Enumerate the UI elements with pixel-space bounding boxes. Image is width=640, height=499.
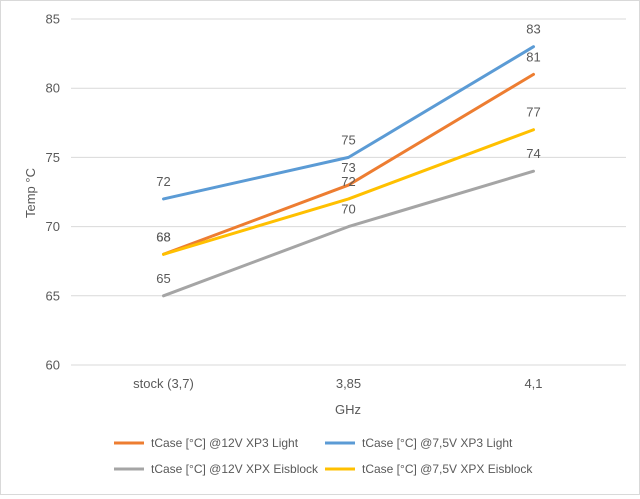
data-label: 83 xyxy=(526,22,540,37)
y-tick-label: 85 xyxy=(46,12,60,27)
y-tick-labels: 60 65 70 75 80 85 xyxy=(46,12,60,373)
legend-label: tCase [°C] @12V XP3 Light xyxy=(151,436,299,450)
x-tick-label: 3,85 xyxy=(336,376,361,391)
y-axis-label: Temp °C xyxy=(23,168,38,218)
data-label: 81 xyxy=(526,49,540,64)
series-line xyxy=(162,169,535,298)
y-tick-label: 65 xyxy=(46,288,60,303)
data-label: 77 xyxy=(526,105,540,120)
x-tick-label: 4,1 xyxy=(524,376,542,391)
data-label: 72 xyxy=(156,174,170,189)
x-axis-label: GHz xyxy=(335,402,361,417)
legend-label: tCase [°C] @7,5V XPX Eisblock xyxy=(362,462,533,476)
legend: tCase [°C] @12V XP3 Light tCase [°C] @7,5… xyxy=(114,436,533,476)
data-label: 70 xyxy=(341,202,355,217)
x-tick-label: stock (3,7) xyxy=(133,376,194,391)
y-tick-label: 70 xyxy=(46,219,60,234)
x-tick-labels: stock (3,7) 3,85 4,1 xyxy=(133,376,542,391)
data-label: 74 xyxy=(526,146,540,161)
y-tick-label: 75 xyxy=(46,150,60,165)
legend-label: tCase [°C] @7,5V XP3 Light xyxy=(362,436,513,450)
series-lines xyxy=(162,45,535,298)
data-label: 73 xyxy=(341,160,355,175)
y-tick-label: 80 xyxy=(46,81,60,96)
data-label: 68 xyxy=(156,229,170,244)
series-line xyxy=(162,72,535,256)
data-label: 68 xyxy=(156,229,170,244)
data-label: 72 xyxy=(341,174,355,189)
series-line xyxy=(162,45,535,201)
y-tick-label: 60 xyxy=(46,358,60,373)
legend-label: tCase [°C] @12V XPX Eisblock xyxy=(151,462,319,476)
data-label: 75 xyxy=(341,132,355,147)
grid-lines xyxy=(71,18,626,366)
series-line xyxy=(162,128,535,256)
data-label: 65 xyxy=(156,271,170,286)
